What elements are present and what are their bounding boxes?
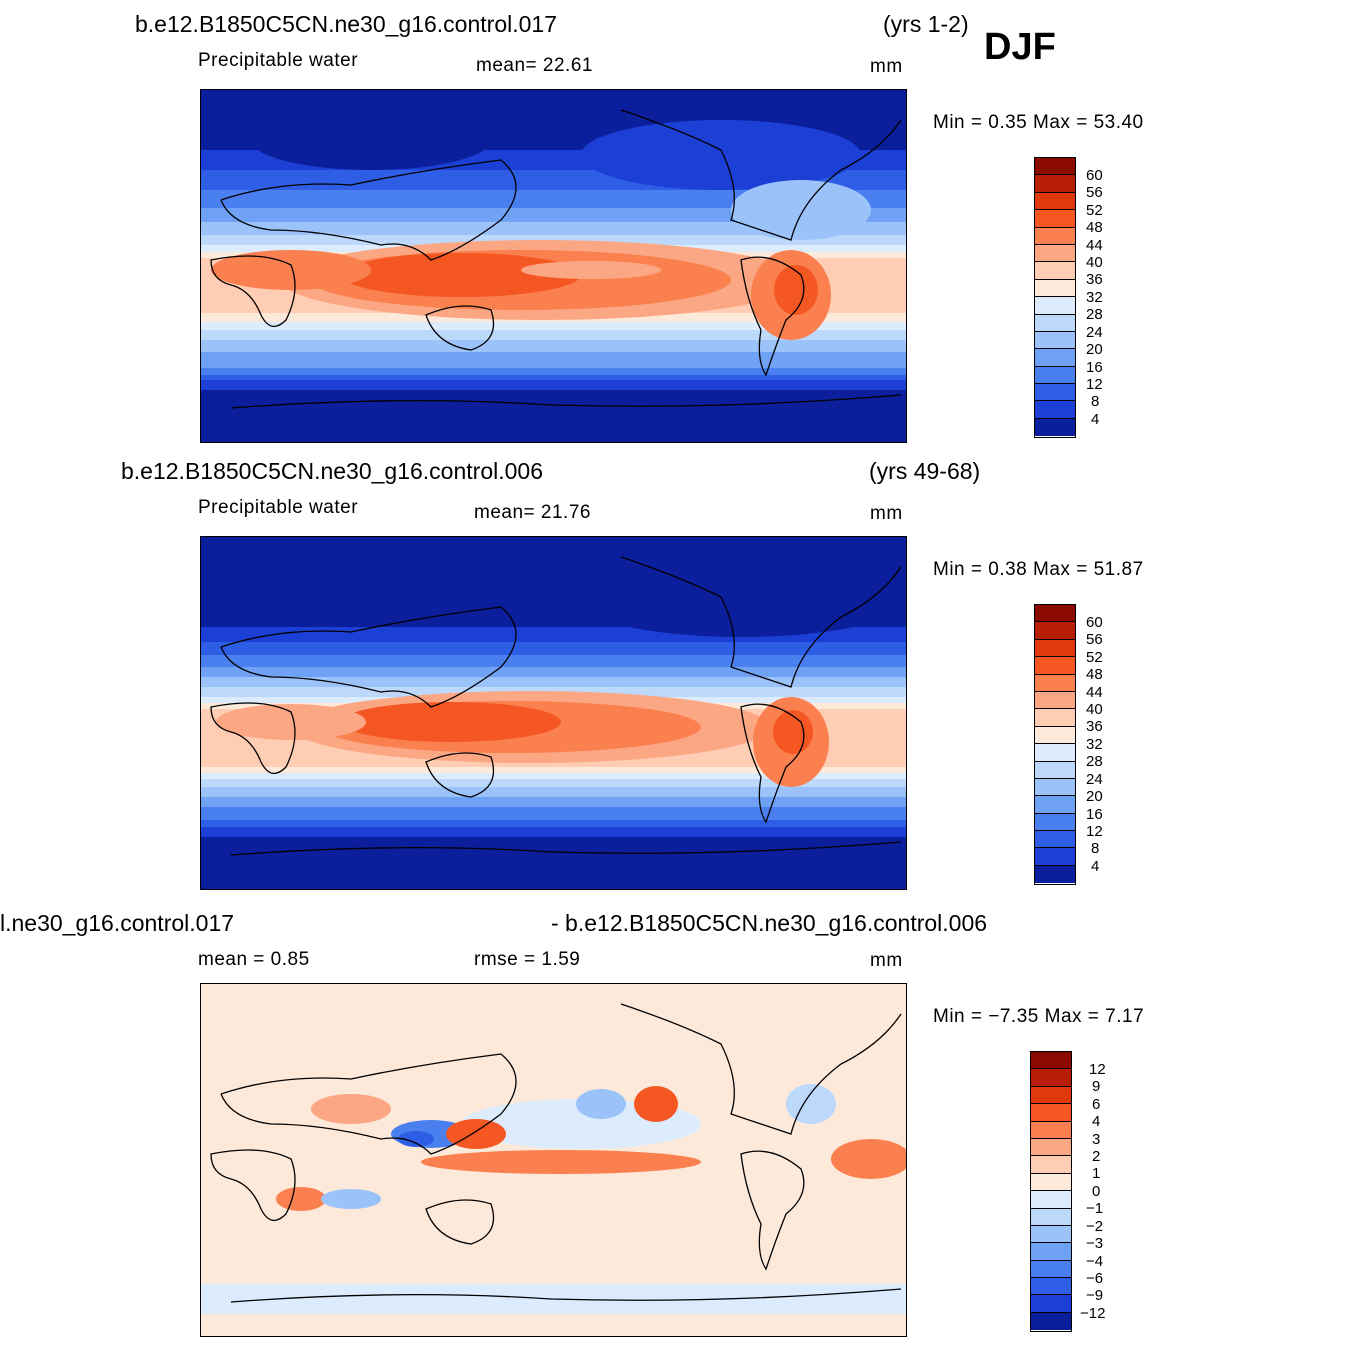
panel3-map xyxy=(200,983,907,1337)
panel1-minmax: Min = 0.35 Max = 53.40 xyxy=(933,112,1144,133)
colorbar-tick: 16 xyxy=(1086,806,1103,823)
colorbar-tick: 4 xyxy=(1092,1113,1101,1130)
colorbar-tick: 9 xyxy=(1092,1078,1101,1095)
colorbar-tick: 16 xyxy=(1086,359,1103,376)
panel2-variable-label: Precipitable water xyxy=(198,497,359,518)
panel2-case-name: b.e12.B1850C5CN.ne30_g16.control.006 xyxy=(121,458,543,484)
colorbar-tick: 36 xyxy=(1086,271,1103,288)
colorbar-tick: 3 xyxy=(1092,1131,1101,1148)
colorbar-tick: 36 xyxy=(1086,718,1103,735)
colorbar-tick: −9 xyxy=(1086,1287,1104,1304)
colorbar-tick: 44 xyxy=(1086,684,1103,701)
colorbar-tick: 32 xyxy=(1086,736,1103,753)
panel2-map xyxy=(200,536,907,890)
colorbar-tick: −3 xyxy=(1086,1235,1104,1252)
colorbar-tick: −2 xyxy=(1086,1218,1104,1235)
colorbar-tick: 20 xyxy=(1086,788,1103,805)
colorbar-tick: 12 xyxy=(1086,823,1103,840)
panel1-map-graphic xyxy=(201,90,906,442)
panel1-mean-label: mean= 22.61 xyxy=(476,55,593,76)
colorbar-tick: −4 xyxy=(1086,1253,1104,1270)
colorbar-tick: −6 xyxy=(1086,1270,1104,1287)
colorbar-tick: 12 xyxy=(1086,376,1103,393)
colorbar-tick: 6 xyxy=(1092,1096,1101,1113)
colorbar-tick: 32 xyxy=(1086,289,1103,306)
panel3-diff-case-name: - b.e12.B1850C5CN.ne30_g16.control.006 xyxy=(551,910,988,936)
season-label: DJF xyxy=(984,26,1056,68)
colorbar-tick: 2 xyxy=(1092,1148,1101,1165)
panel1-years: (yrs 1-2) xyxy=(883,11,969,37)
colorbar-tick: −12 xyxy=(1080,1305,1106,1322)
panel1-map xyxy=(200,89,907,443)
colorbar-tick: 52 xyxy=(1086,649,1103,666)
colorbar-tick: 4 xyxy=(1091,858,1100,875)
colorbar-tick: 24 xyxy=(1086,324,1103,341)
colorbar-tick: 40 xyxy=(1086,701,1103,718)
colorbar-tick: 28 xyxy=(1086,306,1103,323)
colorbar-tick: 48 xyxy=(1086,219,1103,236)
colorbar-tick: 1 xyxy=(1092,1165,1101,1182)
colorbar-tick: 28 xyxy=(1086,753,1103,770)
colorbar-tick: 56 xyxy=(1086,631,1103,648)
colorbar-tick: 60 xyxy=(1086,614,1103,631)
panel2-years: (yrs 49-68) xyxy=(869,458,981,484)
panel3-minmax: Min = −7.35 Max = 7.17 xyxy=(933,1006,1145,1027)
colorbar-tick: 8 xyxy=(1091,393,1100,410)
panel1-case-name: b.e12.B1850C5CN.ne30_g16.control.017 xyxy=(135,11,557,37)
panel2-units: mm xyxy=(870,503,903,524)
colorbar-tick: 48 xyxy=(1086,666,1103,683)
panel1-colorbar xyxy=(1034,157,1076,438)
panel3-mean-label: mean = 0.85 xyxy=(198,949,310,970)
panel1-variable-label: Precipitable water xyxy=(198,50,359,71)
panel3-case-name: l.ne30_g16.control.017 xyxy=(0,910,235,936)
colorbar-tick: 24 xyxy=(1086,771,1103,788)
colorbar-tick: −1 xyxy=(1086,1200,1104,1217)
colorbar-tick: 4 xyxy=(1091,411,1100,428)
colorbar-tick: 52 xyxy=(1086,202,1103,219)
panel2-mean-label: mean= 21.76 xyxy=(474,502,591,523)
colorbar-tick: 40 xyxy=(1086,254,1103,271)
panel3-units: mm xyxy=(870,950,903,971)
colorbar-tick: 0 xyxy=(1092,1183,1101,1200)
colorbar-tick: 44 xyxy=(1086,237,1103,254)
colorbar-tick: 20 xyxy=(1086,341,1103,358)
colorbar-tick: 60 xyxy=(1086,167,1103,184)
panel2-colorbar xyxy=(1034,604,1076,885)
panel2-minmax: Min = 0.38 Max = 51.87 xyxy=(933,559,1144,580)
colorbar-tick: 8 xyxy=(1091,840,1100,857)
colorbar-tick: 12 xyxy=(1089,1061,1106,1078)
panel3-colorbar xyxy=(1030,1051,1072,1332)
panel3-rmse-label: rmse = 1.59 xyxy=(474,949,581,970)
panel2-map-graphic xyxy=(201,537,906,889)
panel1-units: mm xyxy=(870,56,903,77)
colorbar-tick: 56 xyxy=(1086,184,1103,201)
panel3-map-graphic xyxy=(201,984,906,1336)
